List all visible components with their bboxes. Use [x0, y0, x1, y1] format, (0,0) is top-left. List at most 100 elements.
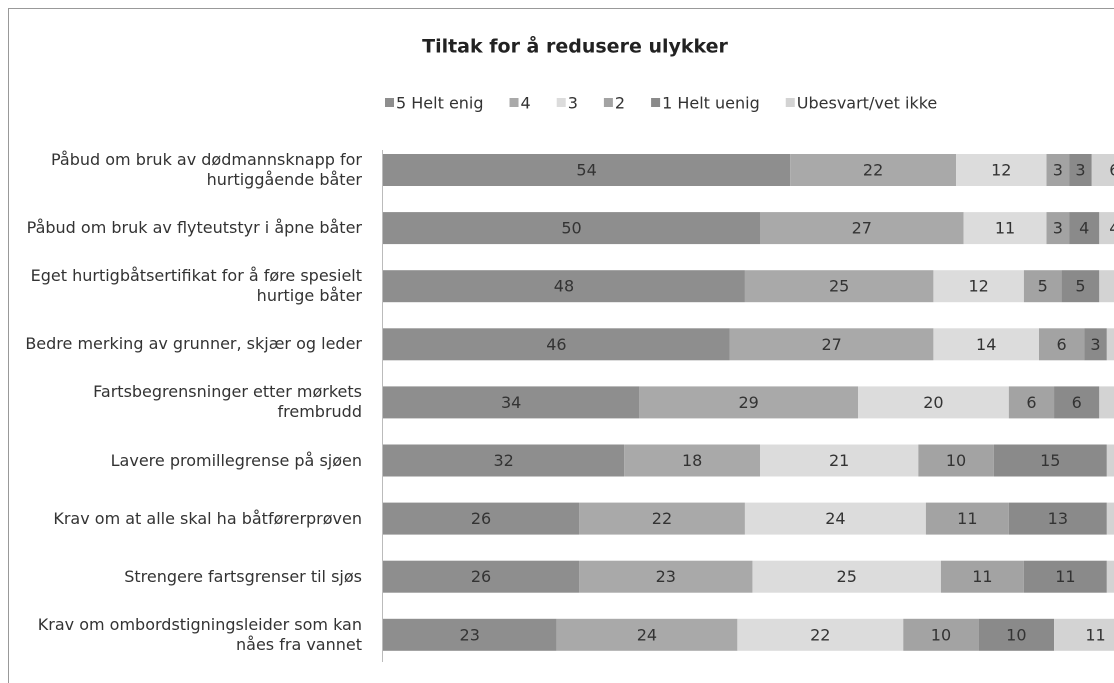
legend-label: 1 Helt uenig	[662, 94, 760, 113]
data-label: 18	[682, 451, 702, 470]
bar-segment	[933, 328, 1039, 361]
bar-segment	[579, 502, 745, 535]
category-label: Fartsbegrensninger etter mørkets frembru…	[93, 382, 362, 422]
bar-segment	[1084, 328, 1107, 361]
bar-segment	[383, 212, 760, 245]
bar-segment	[383, 154, 791, 186]
bar-segment	[1054, 618, 1114, 651]
bar-segment	[383, 444, 625, 477]
data-label: 25	[837, 567, 857, 586]
bar-segment	[1069, 154, 1092, 186]
data-label: 5	[1075, 277, 1085, 296]
bar-segment	[1106, 328, 1114, 361]
data-label: 4	[1109, 219, 1114, 238]
bar-segment	[933, 270, 1024, 303]
legend-label: Ubesvart/vet ikke	[797, 94, 937, 113]
legend-label: 3	[568, 94, 578, 113]
data-label: 11	[972, 567, 992, 586]
data-label: 24	[637, 625, 657, 644]
data-label: 3	[1075, 161, 1085, 180]
bar-segment	[858, 386, 1009, 419]
data-label: 6	[1109, 161, 1114, 180]
bar-segment	[1099, 386, 1114, 419]
bar-segment	[383, 328, 730, 361]
bar-segment	[383, 386, 640, 419]
bar-segment	[383, 502, 580, 535]
bar-segment	[903, 618, 979, 651]
data-label: 3	[1053, 161, 1063, 180]
legend-swatch	[385, 98, 394, 107]
bar-segment	[744, 270, 934, 303]
data-label: 48	[554, 277, 574, 296]
bar-segment	[1061, 270, 1100, 303]
bar-segment	[383, 560, 580, 593]
category-label: Krav om ombordstigningsleider som kan nå…	[37, 614, 362, 654]
data-label: 13	[1048, 509, 1068, 528]
data-label: 6	[1072, 393, 1082, 412]
legend-label: 5 Helt enig	[396, 94, 484, 113]
data-label: 12	[968, 277, 988, 296]
data-label: 22	[810, 625, 830, 644]
data-label: 23	[460, 625, 480, 644]
bar-segment	[383, 618, 557, 651]
data-label: 22	[863, 161, 883, 180]
data-label: 11	[995, 219, 1015, 238]
bar-segment	[1069, 212, 1100, 245]
bar-segment	[956, 154, 1047, 186]
bar-segment	[1099, 212, 1114, 245]
data-label: 12	[991, 161, 1011, 180]
bar-segment	[383, 270, 745, 303]
data-label: 27	[821, 335, 841, 354]
bar-segment	[978, 618, 1055, 651]
bar-segment	[925, 502, 1009, 535]
data-label: 54	[576, 161, 596, 180]
legend-swatch	[556, 98, 566, 107]
bar-segment	[790, 154, 957, 186]
bar-segment	[1008, 386, 1055, 419]
category-label: Påbud om bruk av flyteutstyr i åpne båte…	[26, 218, 362, 238]
bar-segment	[729, 328, 934, 361]
bar-segment	[993, 444, 1107, 477]
data-label: 3	[1090, 335, 1100, 354]
data-label: 23	[656, 567, 676, 586]
data-label: 21	[829, 451, 849, 470]
bar-segment	[1023, 560, 1107, 593]
data-label: 5	[1038, 277, 1048, 296]
data-label: 29	[739, 393, 759, 412]
data-label: 20	[923, 393, 943, 412]
legend-swatch	[785, 98, 795, 107]
data-label: 11	[957, 509, 977, 528]
bar-segment	[744, 502, 926, 535]
bar-segment	[624, 444, 760, 477]
data-label: 32	[493, 451, 513, 470]
category-label: Bedre merking av grunner, skjær og leder	[25, 334, 362, 354]
category-label: Krav om at alle skal ha båtførerprøven	[53, 508, 362, 528]
bar-segment	[1091, 154, 1114, 186]
bar-segment	[1054, 386, 1100, 419]
bar-segment	[1106, 502, 1114, 535]
data-label: 26	[471, 509, 491, 528]
bar-segment	[1008, 502, 1107, 535]
legend-label: 4	[521, 94, 531, 113]
data-label: 26	[471, 567, 491, 586]
data-label: 22	[652, 509, 672, 528]
data-label: 46	[546, 335, 566, 354]
data-label: 11	[1055, 567, 1075, 586]
bar-segment	[1099, 270, 1114, 303]
data-label: 25	[829, 277, 849, 296]
chart-title: Tiltak for å redusere ulykker	[422, 34, 728, 58]
bar-segment	[752, 560, 941, 593]
bar-segment	[1046, 154, 1070, 186]
data-label: 14	[976, 335, 996, 354]
data-label: 11	[1085, 625, 1105, 644]
category-label: Påbud om bruk av dødmannsknapp for hurti…	[50, 150, 362, 189]
bar-segment	[760, 212, 964, 245]
category-label: Strengere fartsgrenser til sjøs	[124, 566, 362, 586]
legend-swatch	[651, 98, 661, 107]
bar-segment	[963, 212, 1047, 245]
legend-label: 2	[615, 94, 625, 113]
bar-segment	[737, 618, 904, 651]
data-label: 3	[1053, 219, 1063, 238]
